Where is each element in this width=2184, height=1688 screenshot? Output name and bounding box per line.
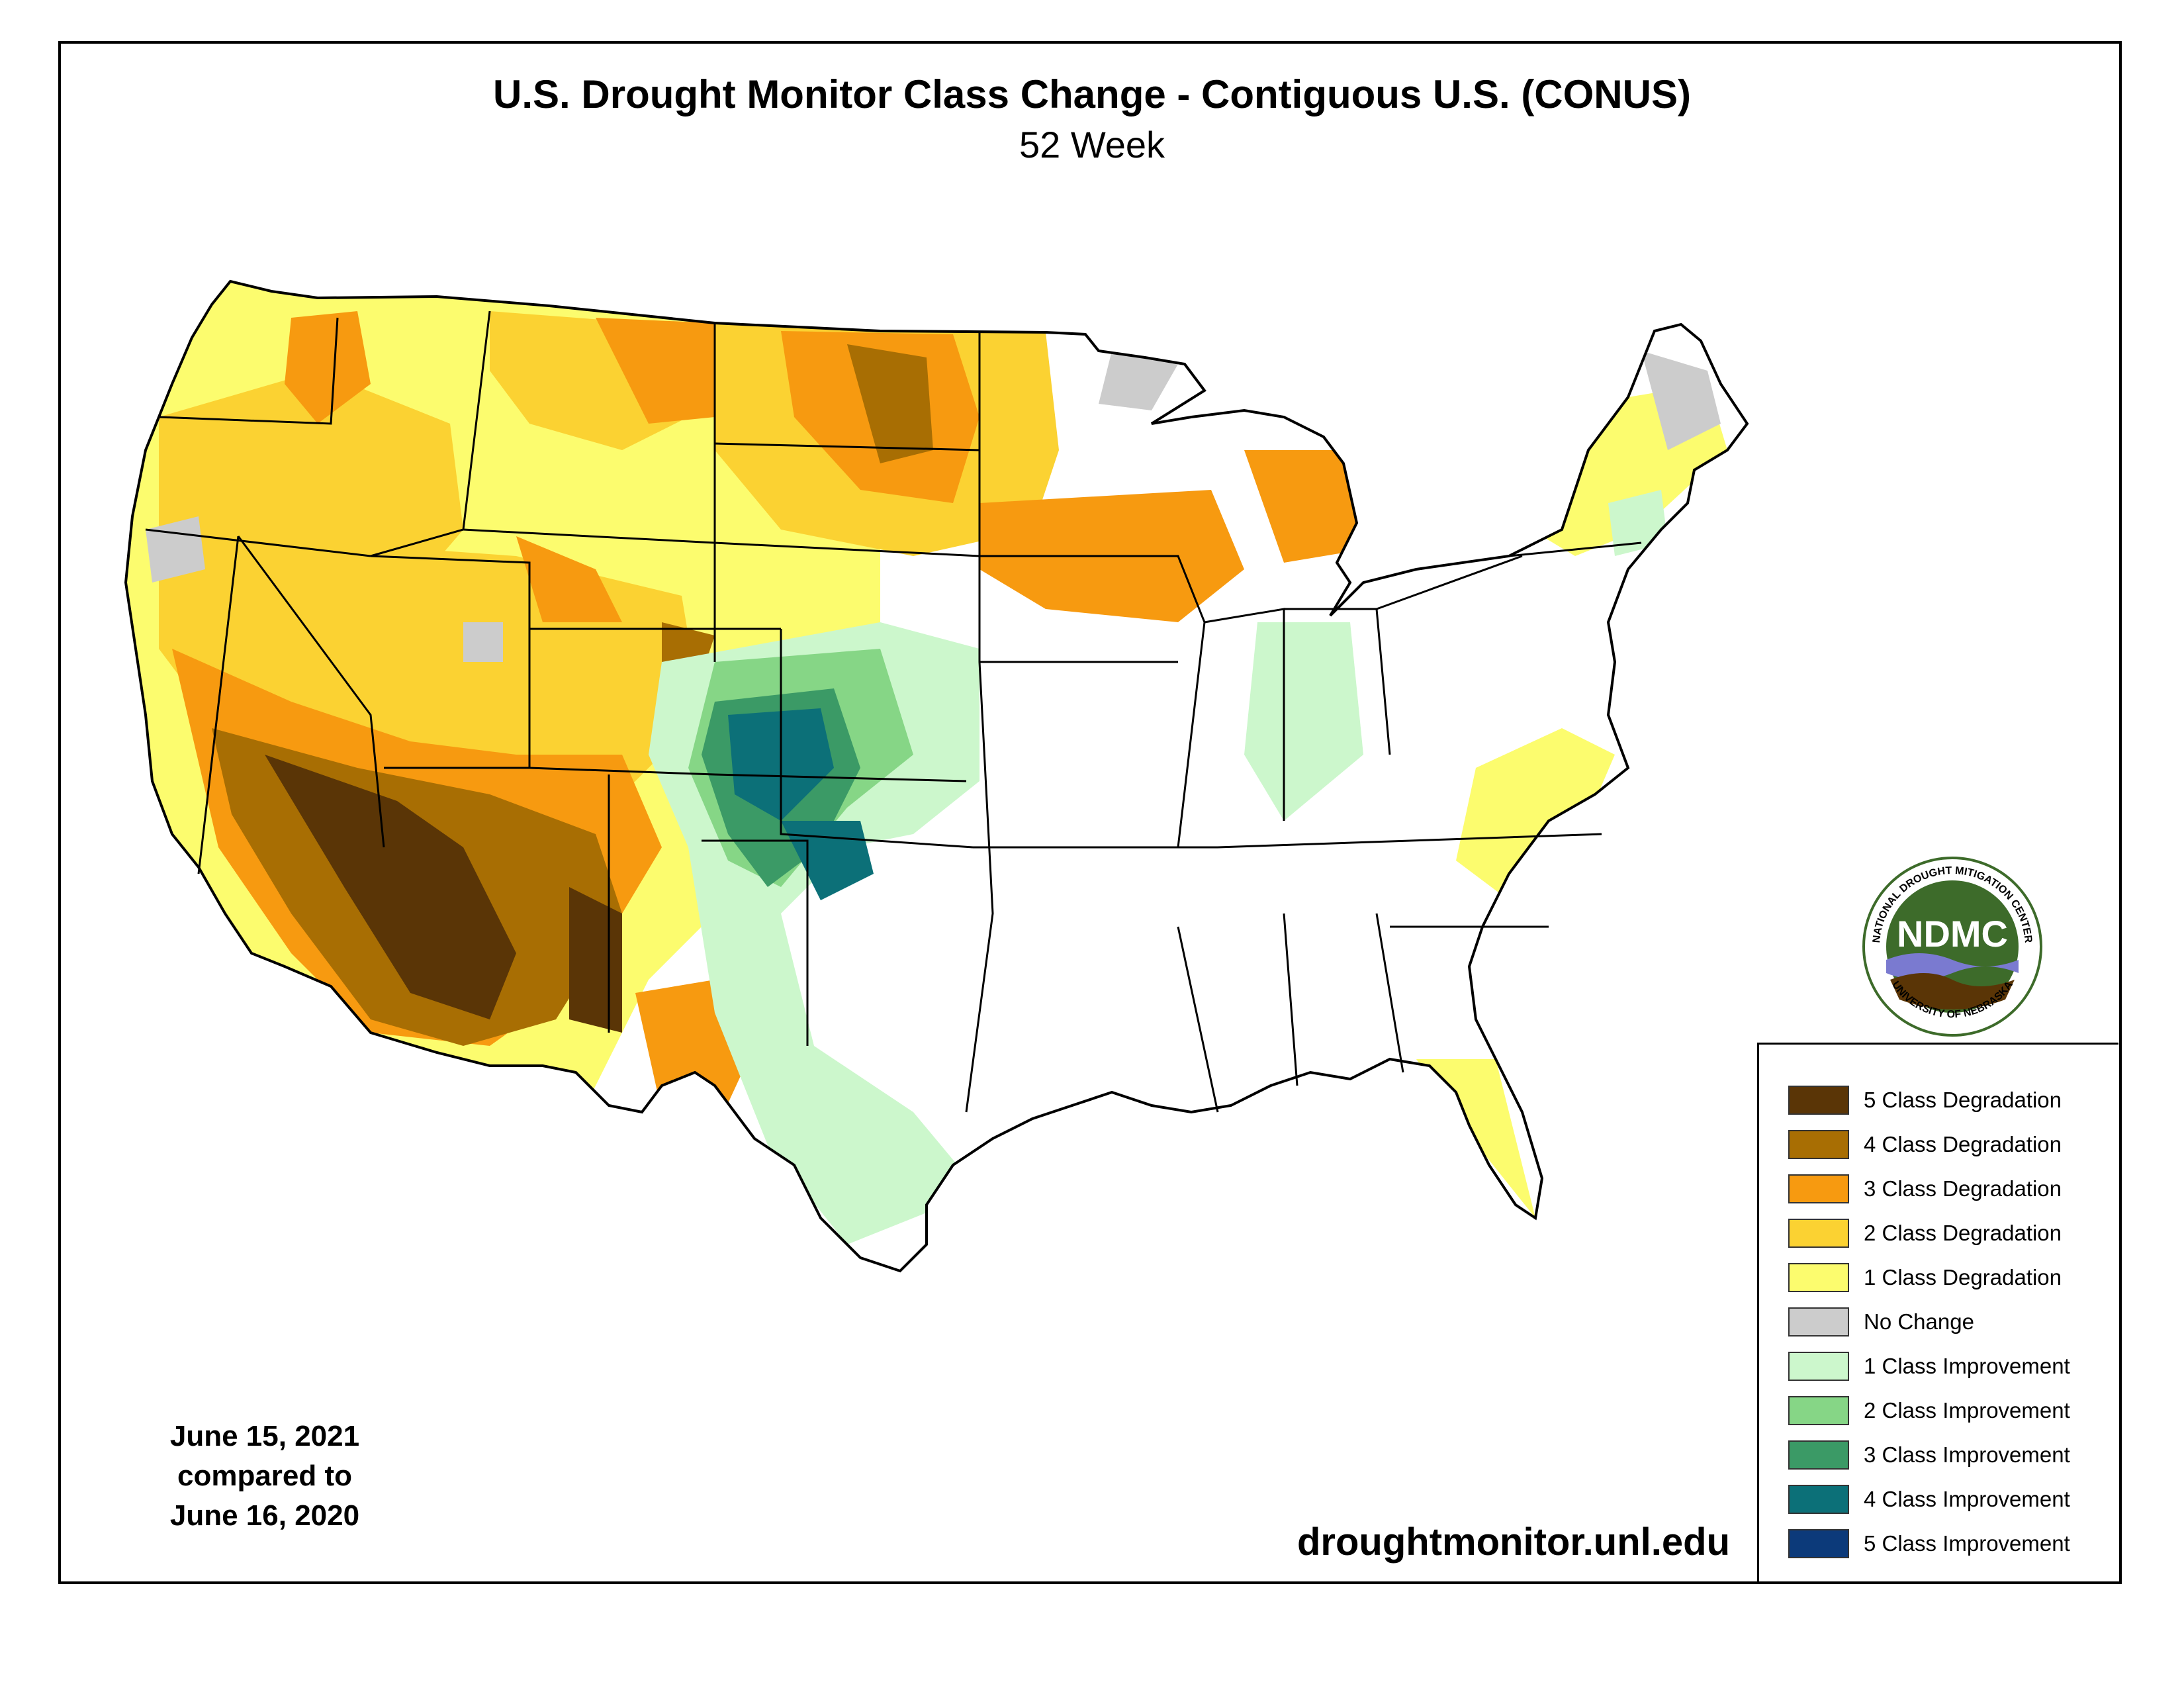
legend-label: 5 Class Degradation [1864,1087,2062,1112]
legend-item: 4 Class Degradation [1788,1122,2118,1166]
legend-label: No Change [1864,1309,1974,1334]
legend-swatch [1788,1440,1849,1470]
legend-item: No Change [1788,1299,2118,1344]
conus-map [124,280,1749,1272]
legend-swatch [1788,1218,1849,1248]
legend-item: 1 Class Improvement [1788,1344,2118,1388]
date-comparison: June 15, 2021 compared to June 16, 2020 [132,1417,397,1536]
legend-swatch [1788,1351,1849,1381]
legend-label: 1 Class Improvement [1864,1353,2070,1378]
svg-text:NDMC: NDMC [1897,913,2008,955]
legend-item: 5 Class Improvement [1788,1521,2118,1566]
legend-label: 4 Class Degradation [1864,1131,2062,1156]
date-compared-to: compared to [177,1460,353,1492]
legend-item: 3 Class Degradation [1788,1166,2118,1211]
legend-swatch [1788,1174,1849,1203]
legend-label: 1 Class Degradation [1864,1264,2062,1289]
legend-swatch [1788,1129,1849,1159]
legend-swatch [1788,1395,1849,1425]
legend-swatch [1788,1085,1849,1115]
legend-swatch [1788,1528,1849,1558]
map-subtitle: 52 Week [1019,124,1165,165]
legend-item: 5 Class Degradation [1788,1078,2118,1122]
ndmc-logo: NDMC NATIONAL DROUGHT MITIGATION CENTER … [1862,857,2042,1037]
legend-label: 2 Class Degradation [1864,1220,2062,1245]
website-link[interactable]: droughtmonitor.unl.edu [1297,1521,1731,1564]
legend-label: 3 Class Degradation [1864,1176,2062,1201]
legend-label: 4 Class Improvement [1864,1486,2070,1511]
legend-swatch [1788,1307,1849,1336]
legend-item: 2 Class Improvement [1788,1388,2118,1432]
legend-item: 1 Class Degradation [1788,1255,2118,1299]
date-previous: June 16, 2020 [169,1499,360,1532]
legend-item: 4 Class Improvement [1788,1477,2118,1521]
legend: 5 Class Degradation 4 Class Degradation 3 … [1757,1043,2118,1581]
legend-label: 3 Class Improvement [1864,1442,2070,1467]
date-current: June 15, 2021 [169,1420,360,1452]
legend-swatch [1788,1484,1849,1514]
map-title: U.S. Drought Monitor Class Change - Cont… [493,72,1691,117]
legend-label: 5 Class Improvement [1864,1530,2070,1556]
legend-label: 2 Class Improvement [1864,1397,2070,1423]
legend-item: 2 Class Degradation [1788,1211,2118,1255]
legend-item: 3 Class Improvement [1788,1432,2118,1477]
legend-swatch [1788,1262,1849,1292]
